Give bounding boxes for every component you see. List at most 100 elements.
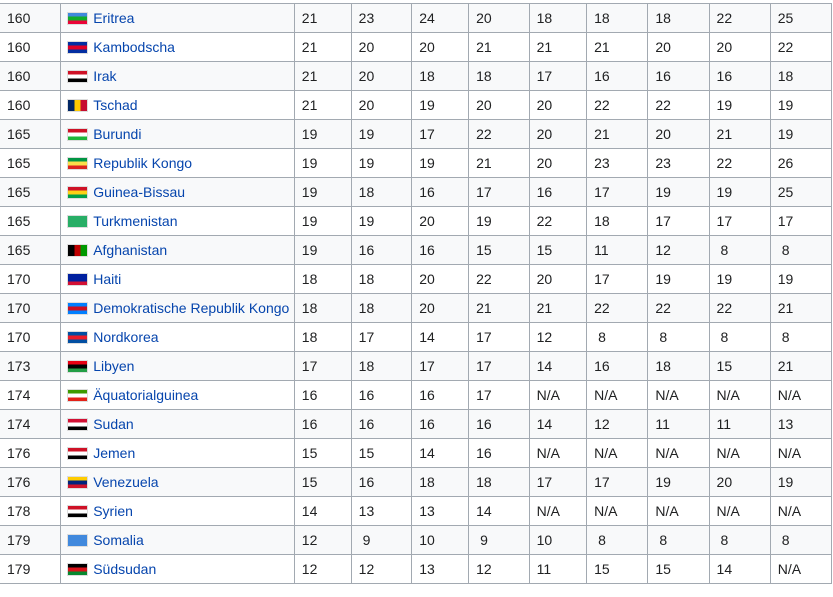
country-cell: Eritrea <box>60 3 295 33</box>
value-cell: 14 <box>708 554 771 584</box>
value-cell: 19 <box>647 264 710 294</box>
value-cell: 16 <box>468 409 530 439</box>
table-row: 160 Irak 21 20 18 18 17 16 16 16 18 <box>0 61 833 91</box>
flag-icon <box>67 505 89 518</box>
table-row: 165 Turkmenistan 19 19 20 19 22 18 17 17 17 <box>0 206 833 236</box>
value-cell: 19 <box>411 90 470 120</box>
value-cell: 18 <box>350 351 413 381</box>
value-cell: 13 <box>350 496 413 526</box>
value-cell: 22 <box>769 32 833 62</box>
value-cell: 8 <box>769 322 833 352</box>
value-cell: 20 <box>708 32 771 62</box>
value-cell: 16 <box>411 380 470 410</box>
value-cell: 17 <box>586 467 649 497</box>
value-cell: 23 <box>647 148 710 178</box>
value-cell: 15 <box>350 438 413 468</box>
value-cell: 19 <box>647 177 710 207</box>
value-cell: 11 <box>528 554 588 584</box>
value-cell: 17 <box>468 351 530 381</box>
value-cell: 8 <box>708 235 771 265</box>
rank-cell: 174 <box>0 409 62 439</box>
value-cell: 21 <box>708 119 771 149</box>
country-link[interactable]: Turkmenistan <box>93 213 178 229</box>
value-cell: 16 <box>411 235 470 265</box>
flag-icon <box>67 331 89 344</box>
country-link[interactable]: Libyen <box>93 358 135 374</box>
value-cell: 17 <box>411 351 470 381</box>
country-link[interactable]: Venezuela <box>93 474 159 490</box>
value-cell: 17 <box>586 177 649 207</box>
value-cell: 19 <box>708 177 771 207</box>
value-cell: N/A <box>528 496 588 526</box>
value-cell: 15 <box>708 351 771 381</box>
value-cell: 17 <box>769 206 833 236</box>
value-cell: 22 <box>468 264 530 294</box>
value-cell: 20 <box>350 32 413 62</box>
flag-icon <box>67 70 89 83</box>
value-cell: 16 <box>350 235 413 265</box>
value-cell: 20 <box>350 61 413 91</box>
flag-icon <box>67 215 89 228</box>
country-link[interactable]: Sudan <box>93 416 134 432</box>
value-cell: 19 <box>769 467 833 497</box>
value-cell: 18 <box>769 61 833 91</box>
value-cell: 19 <box>708 264 771 294</box>
value-cell: N/A <box>528 380 588 410</box>
value-cell: 19 <box>769 90 833 120</box>
value-cell: 14 <box>468 496 530 526</box>
value-cell: 8 <box>769 235 833 265</box>
country-cell: Afghanistan <box>60 235 295 265</box>
value-cell: 14 <box>293 496 352 526</box>
value-cell: 20 <box>411 206 470 236</box>
value-cell: 18 <box>468 467 530 497</box>
table-row: 179 Südsudan 12 12 13 12 11 15 15 14 N/A <box>0 554 833 584</box>
value-cell: 14 <box>528 351 588 381</box>
country-link[interactable]: Äquatorialguinea <box>93 387 199 403</box>
value-cell: 10 <box>528 525 588 555</box>
value-cell: 12 <box>468 554 530 584</box>
country-link[interactable]: Syrien <box>93 503 133 519</box>
rank-cell: 165 <box>0 235 62 265</box>
value-cell: 8 <box>708 322 771 352</box>
value-cell: N/A <box>708 496 771 526</box>
value-cell: 12 <box>350 554 413 584</box>
country-link[interactable]: Haiti <box>93 271 122 287</box>
value-cell: 17 <box>411 119 470 149</box>
country-link[interactable]: Kambodscha <box>93 39 175 55</box>
country-link[interactable]: Somalia <box>93 532 144 548</box>
country-link[interactable]: Burundi <box>93 126 142 142</box>
value-cell: 17 <box>647 206 710 236</box>
country-link[interactable]: Irak <box>93 68 117 84</box>
value-cell: 9 <box>468 525 530 555</box>
rank-cell: 179 <box>0 525 62 555</box>
country-link[interactable]: Guinea-Bissau <box>93 184 186 200</box>
value-cell: 20 <box>350 90 413 120</box>
value-cell: 17 <box>528 467 588 497</box>
value-cell: 22 <box>586 90 649 120</box>
country-link[interactable]: Demokratische Republik Kongo <box>93 300 290 316</box>
value-cell: 13 <box>769 409 833 439</box>
value-cell: 15 <box>586 554 649 584</box>
value-cell: 19 <box>293 206 352 236</box>
country-link[interactable]: Nordkorea <box>93 329 159 345</box>
value-cell: 19 <box>293 177 352 207</box>
value-cell: 19 <box>350 206 413 236</box>
country-link[interactable]: Republik Kongo <box>93 155 193 171</box>
country-link[interactable]: Südsudan <box>93 561 157 577</box>
value-cell: 19 <box>293 235 352 265</box>
table-row: 170 Demokratische Republik Kongo 18 18 20 21 2… <box>0 293 833 323</box>
value-cell: 21 <box>293 90 352 120</box>
country-link[interactable]: Afghanistan <box>93 242 168 258</box>
value-cell: 18 <box>586 3 649 33</box>
value-cell: 19 <box>350 119 413 149</box>
value-cell: 19 <box>769 264 833 294</box>
country-link[interactable]: Jemen <box>93 445 136 461</box>
rank-cell: 165 <box>0 177 62 207</box>
country-cell: Haiti <box>60 264 295 294</box>
country-link[interactable]: Tschad <box>93 97 138 113</box>
value-cell: 20 <box>647 119 710 149</box>
rank-cell: 160 <box>0 3 62 33</box>
flag-icon <box>67 534 89 547</box>
country-link[interactable]: Eritrea <box>93 10 135 26</box>
value-cell: 19 <box>411 148 470 178</box>
